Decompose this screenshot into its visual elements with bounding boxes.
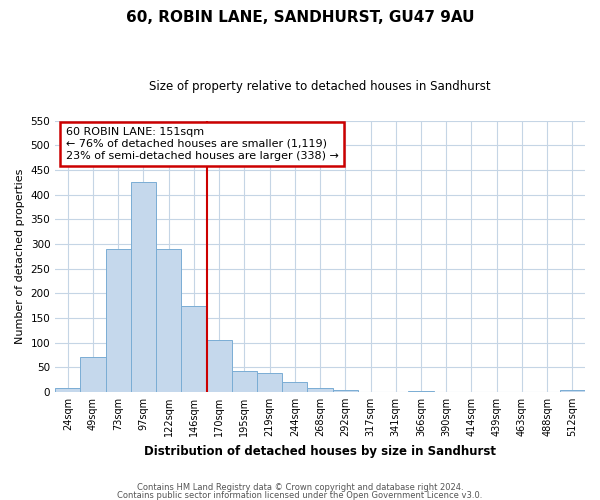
Bar (409, 391, 434, 392)
Text: 60, ROBIN LANE, SANDHURST, GU47 9AU: 60, ROBIN LANE, SANDHURST, GU47 9AU (126, 10, 474, 25)
Text: 60 ROBIN LANE: 151sqm
← 76% of detached houses are smaller (1,119)
23% of semi-d: 60 ROBIN LANE: 151sqm ← 76% of detached … (66, 128, 338, 160)
Bar (307, 388, 332, 392)
X-axis label: Distribution of detached houses by size in Sandhurst: Distribution of detached houses by size … (144, 444, 496, 458)
Bar (131, 182, 156, 392)
Bar (232, 370, 257, 392)
Bar (560, 390, 585, 392)
Title: Size of property relative to detached houses in Sandhurst: Size of property relative to detached ho… (149, 80, 491, 93)
Bar (181, 306, 206, 392)
Bar (206, 340, 232, 392)
Bar (282, 382, 307, 392)
Text: Contains HM Land Registry data © Crown copyright and database right 2024.: Contains HM Land Registry data © Crown c… (137, 484, 463, 492)
Bar (257, 373, 282, 392)
Text: Contains public sector information licensed under the Open Government Licence v3: Contains public sector information licen… (118, 490, 482, 500)
Bar (156, 249, 181, 392)
Bar (55, 388, 80, 392)
Bar (332, 390, 358, 392)
Bar (80, 358, 106, 392)
Y-axis label: Number of detached properties: Number of detached properties (15, 168, 25, 344)
Bar (106, 249, 131, 392)
